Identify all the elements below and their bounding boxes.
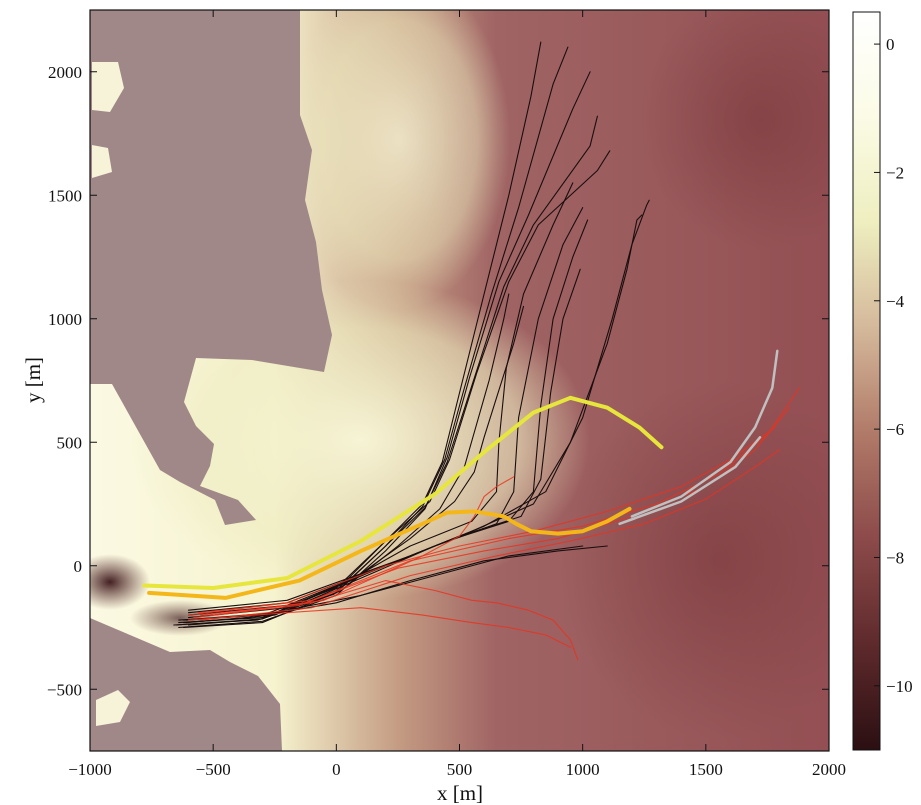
trajectory-23 bbox=[630, 349, 779, 518]
x-tick-label: −500 bbox=[196, 760, 231, 779]
colorbar-scale bbox=[852, 11, 881, 751]
trajectory-22 bbox=[187, 607, 571, 648]
y-tick-label: 1500 bbox=[48, 186, 82, 205]
x-tick-label: 1000 bbox=[566, 760, 600, 779]
colorbar: 0 −2 −4 −6 −8 −10 bbox=[852, 11, 913, 751]
trajectory-3 bbox=[178, 71, 591, 629]
trajectory-13 bbox=[187, 199, 650, 611]
colorbar-tick-label: −8 bbox=[886, 548, 904, 567]
trajectory-24 bbox=[618, 436, 762, 526]
trajectory-14 bbox=[183, 545, 608, 624]
deep-region-northeast bbox=[640, 10, 829, 250]
plot-area bbox=[90, 10, 829, 751]
y-tick-label: −500 bbox=[47, 680, 82, 699]
y-tick-label: 0 bbox=[74, 557, 83, 576]
land-inlet bbox=[96, 690, 130, 726]
y-axis: −500 0 500 1000 1500 2000 bbox=[47, 63, 829, 699]
trajectory-10 bbox=[187, 219, 589, 619]
colorbar-tick-label: 0 bbox=[886, 35, 895, 54]
trajectory-25 bbox=[142, 395, 664, 590]
trajectory-26 bbox=[147, 506, 632, 600]
colorbar-tick-label: −2 bbox=[886, 163, 904, 182]
land-west bbox=[90, 10, 332, 525]
x-axis: −1000 −500 0 500 1000 1500 2000 bbox=[68, 10, 846, 779]
x-tick-label: 0 bbox=[332, 760, 341, 779]
x-tick-label: 500 bbox=[447, 760, 473, 779]
deep-region-east bbox=[560, 380, 829, 740]
trajectories bbox=[142, 41, 800, 661]
colorbar-tick-label: −10 bbox=[886, 677, 913, 696]
trajectory-9 bbox=[185, 207, 584, 624]
colorbar-tick-label: −4 bbox=[886, 292, 905, 311]
x-tick-label: 2000 bbox=[812, 760, 846, 779]
trajectory-11 bbox=[187, 268, 581, 616]
land bbox=[90, 10, 332, 751]
colorbar-tick-label: −6 bbox=[886, 420, 904, 439]
deep-channel bbox=[90, 554, 150, 610]
land-south bbox=[90, 618, 282, 751]
x-axis-label: x [m] bbox=[437, 781, 483, 805]
shallow-plume-upper bbox=[290, 10, 510, 310]
land-islet bbox=[92, 62, 124, 112]
trajectory-20 bbox=[212, 476, 515, 616]
y-tick-label: 500 bbox=[57, 433, 83, 452]
x-tick-label: 1500 bbox=[689, 760, 723, 779]
trajectory-21 bbox=[200, 580, 579, 661]
colorbar-ticks: 0 −2 −4 −6 −8 −10 bbox=[874, 35, 913, 696]
trajectory-19 bbox=[200, 449, 781, 621]
y-axis-label: y [m] bbox=[21, 357, 45, 403]
y-tick-label: 2000 bbox=[48, 63, 82, 82]
y-tick-label: 1000 bbox=[48, 310, 82, 329]
x-tick-label: −1000 bbox=[68, 760, 112, 779]
land-islet-2 bbox=[92, 145, 112, 178]
trajectory-6 bbox=[183, 293, 510, 629]
